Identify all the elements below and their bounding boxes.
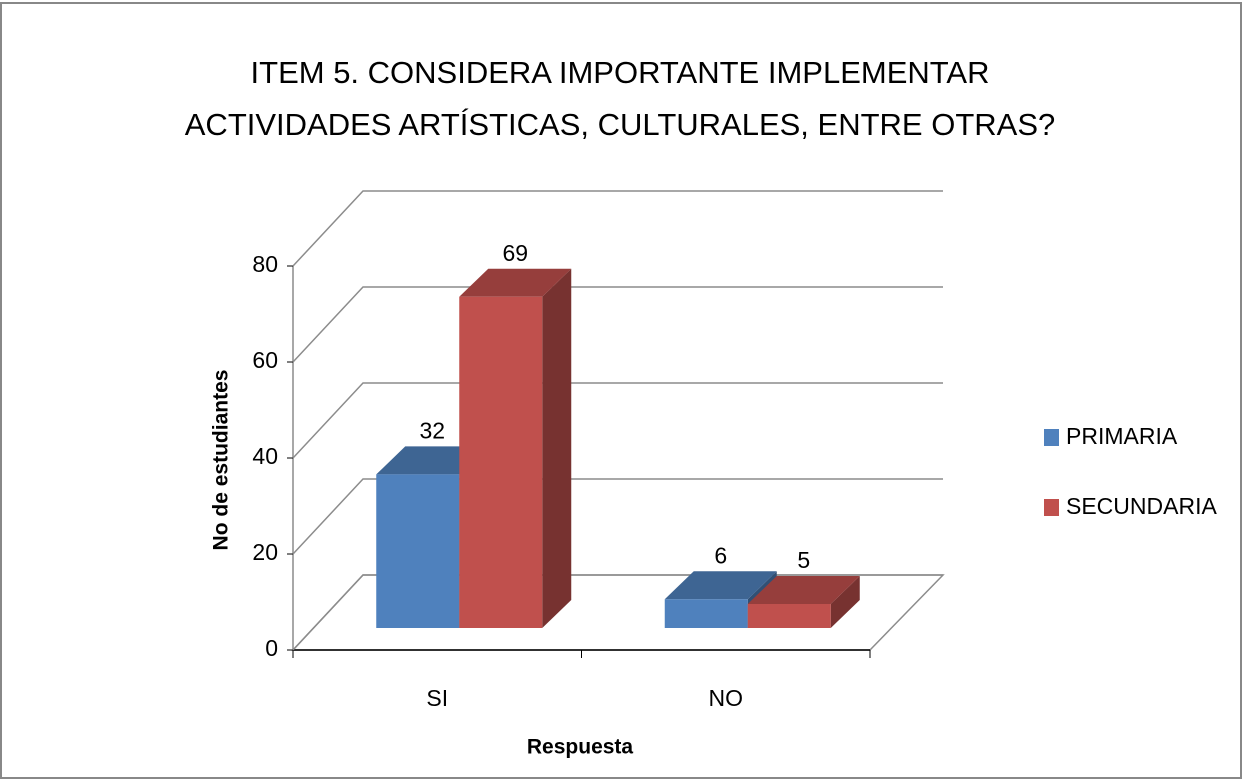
- data-label: 6: [714, 542, 727, 568]
- grid-line: [292, 190, 943, 267]
- bar: [459, 268, 572, 628]
- y-tick-label: 20: [252, 539, 278, 565]
- bar: [747, 576, 860, 628]
- legend-swatch: [1044, 499, 1059, 516]
- bar-side: [542, 268, 572, 628]
- y-tick-label: 40: [252, 443, 278, 469]
- x-axis-label: Respuesta: [527, 736, 634, 759]
- data-label: 32: [419, 417, 445, 443]
- legend-swatch: [1044, 429, 1059, 446]
- legend-label: SECUNDARIA: [1066, 493, 1217, 519]
- bar-front: [376, 474, 460, 628]
- bar-top: [664, 571, 777, 600]
- bar-side: [830, 576, 860, 628]
- bar-top: [747, 576, 860, 604]
- data-label: 5: [797, 547, 810, 573]
- x-tick-label: NO: [709, 685, 744, 711]
- bar-top: [459, 268, 572, 297]
- grid-line: [292, 286, 943, 363]
- y-axis-label: No de estudiantes: [210, 370, 233, 551]
- y-tick-label: 80: [252, 251, 278, 277]
- y-tick-label: 60: [252, 347, 278, 373]
- data-label: 69: [502, 240, 528, 266]
- legend-label: PRIMARIA: [1066, 423, 1178, 449]
- bar-front: [747, 604, 831, 628]
- chart-title: ITEM 5. CONSIDERA IMPORTANTE IMPLEMENTAR…: [185, 55, 1055, 142]
- x-tick-label: SI: [426, 685, 448, 711]
- y-tick-label: 0: [265, 635, 278, 661]
- bar-front: [459, 296, 543, 628]
- grid-line: [292, 478, 943, 555]
- grid-line: [292, 382, 943, 459]
- bar-front: [664, 599, 748, 628]
